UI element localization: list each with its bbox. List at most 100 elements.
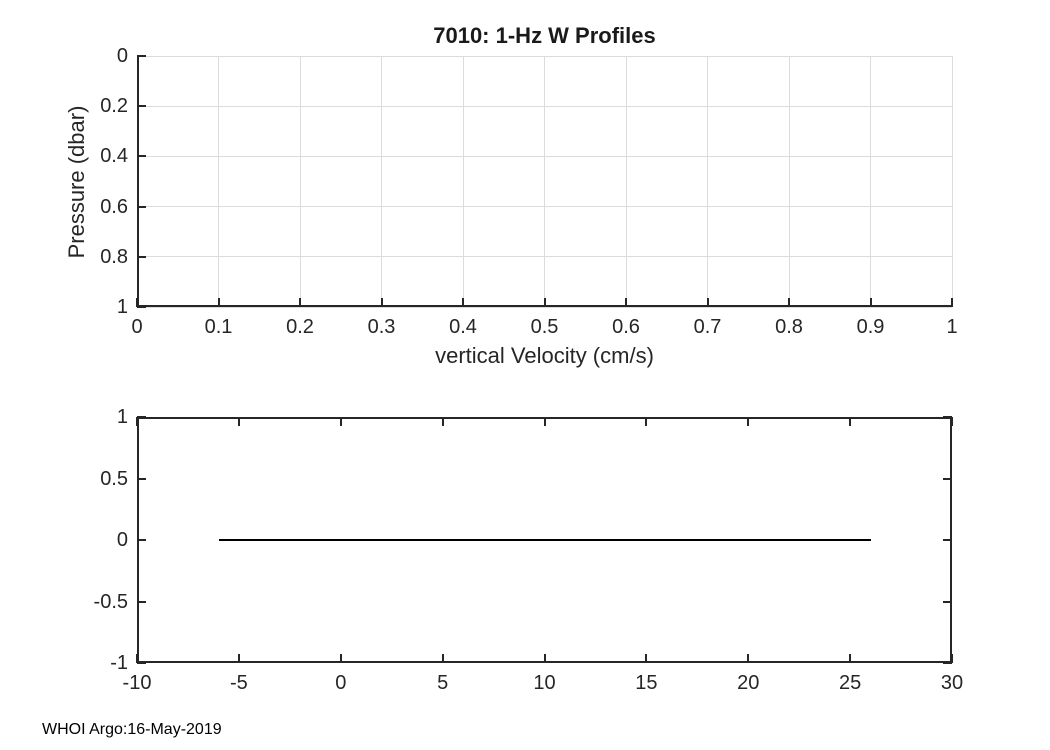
x-tick-mark-top [136, 417, 138, 426]
y-tick-mark-right [943, 600, 952, 603]
x-tick-mark-top [237, 417, 240, 426]
x-tick-mark [217, 298, 220, 307]
y-tick-mark [137, 155, 146, 158]
x-tick-mark-top [441, 417, 444, 426]
x-tick-mark [339, 654, 342, 663]
x-tick-label: 0.7 [693, 316, 722, 338]
y-tick-label: 0 [116, 45, 128, 67]
grid-line-vertical [788, 56, 790, 307]
x-tick-label: 5 [437, 672, 449, 694]
x-tick-label: 0.4 [449, 316, 477, 338]
y-tick-mark-right [943, 539, 952, 541]
x-tick-mark [645, 654, 648, 663]
y-tick-mark [137, 662, 146, 664]
grid-line-horizontal [137, 55, 952, 57]
grid-line-horizontal [137, 206, 952, 208]
x-axis-label: vertical Velocity (cm/s) [435, 343, 654, 368]
watermark-text: WHOI Argo:16-May-2019 [42, 721, 222, 738]
w-horizontal-line [218, 539, 871, 541]
x-tick-mark [462, 298, 464, 307]
x-tick-mark [299, 298, 301, 307]
y-tick-mark [137, 105, 146, 108]
y-axis-label: Pressure (dbar) [63, 105, 89, 259]
y-tick-label: 0.2 [100, 95, 128, 118]
x-tick-label: 15 [635, 672, 658, 694]
y-tick-label: 1 [116, 296, 128, 318]
x-tick-mark [237, 654, 240, 663]
x-tick-mark [136, 654, 138, 663]
y-tick-mark [137, 416, 146, 418]
bottom-axes-plot-area: -10 -5 0 5 10 15 20 25 30 -1 -0.5 0 0.5 1 [94, 407, 964, 693]
x-tick-mark-top [849, 417, 852, 426]
x-tick-mark [849, 654, 852, 663]
grid-line-vertical [870, 56, 871, 307]
y-tick-label: 0.4 [100, 145, 128, 168]
x-tick-mark [136, 298, 138, 307]
y-tick-mark [137, 255, 146, 258]
top-axes-plot-area: 0 0.1 0.2 0.3 0.4 0.5 0.6 0.7 0.8 0.9 1 0 0.2 0.4 0.6 0… [100, 46, 957, 337]
x-tick-mark [869, 298, 872, 307]
grid-line-vertical [625, 56, 627, 307]
y-tick-mark [137, 600, 146, 603]
grid-line-horizontal [137, 306, 952, 308]
x-tick-label: 25 [839, 672, 862, 694]
x-tick-mark [951, 654, 953, 663]
x-tick-mark [706, 298, 709, 307]
x-tick-label: 0.1 [204, 316, 233, 338]
y-tick-mark-right [943, 416, 952, 418]
x-tick-mark-top [645, 417, 648, 426]
y-tick-label: 0.6 [100, 195, 128, 218]
x-tick-mark [951, 298, 953, 307]
y-tick-mark [137, 539, 146, 541]
y-tick-label: -1 [110, 652, 128, 674]
x-tick-mark [788, 298, 790, 307]
grid-line-vertical [381, 56, 382, 307]
x-tick-label: 10 [533, 672, 556, 694]
x-tick-label: 0 [131, 316, 143, 338]
grid-line-vertical [544, 56, 545, 307]
grid-line-horizontal [137, 155, 952, 157]
y-tick-label: -0.5 [93, 590, 128, 613]
y-tick-label: 0.5 [100, 467, 128, 490]
y-tick-mark [137, 205, 146, 208]
grid-line-vertical [218, 56, 219, 307]
x-tick-mark [543, 654, 546, 663]
x-tick-mark [747, 654, 750, 663]
x-tick-label: 0.5 [530, 316, 559, 338]
grid-line-horizontal [137, 105, 952, 107]
x-tick-mark [441, 654, 444, 663]
x-tick-mark-top [747, 417, 750, 426]
y-tick-mark [137, 55, 146, 57]
grid-line-horizontal [137, 256, 952, 258]
y-tick-label: 0.8 [100, 245, 128, 268]
x-tick-label: -5 [229, 672, 248, 694]
chart-title: 7010: 1-Hz W Profiles [433, 23, 656, 48]
y-tick-mark-right [943, 477, 952, 480]
y-tick-label: 0 [116, 529, 128, 551]
y-tick-mark-right [943, 662, 952, 664]
x-tick-label: 0.2 [286, 316, 314, 338]
grid-line-vertical [299, 56, 301, 307]
grid-line-vertical [462, 56, 464, 307]
x-tick-label: 20 [737, 672, 760, 694]
x-tick-label: 30 [940, 672, 964, 694]
x-tick-label: -10 [122, 672, 152, 694]
x-tick-label: 0.3 [367, 316, 396, 338]
x-tick-mark [625, 298, 627, 307]
x-tick-label: 0.9 [856, 316, 885, 338]
x-tick-mark [380, 298, 383, 307]
grid-line-vertical [707, 56, 708, 307]
y-tick-mark [137, 306, 146, 308]
x-tick-mark-top [339, 417, 342, 426]
x-tick-mark [543, 298, 546, 307]
grid-line-vertical [951, 56, 953, 307]
x-tick-label: 0 [335, 672, 347, 694]
axis-line-left [137, 56, 139, 307]
x-tick-mark-top [543, 417, 546, 426]
y-tick-label: 1 [116, 406, 128, 428]
x-tick-label: 1 [946, 316, 958, 338]
x-tick-label: 0.6 [612, 316, 640, 338]
x-tick-label: 0.8 [775, 316, 803, 338]
y-tick-mark [137, 477, 146, 480]
